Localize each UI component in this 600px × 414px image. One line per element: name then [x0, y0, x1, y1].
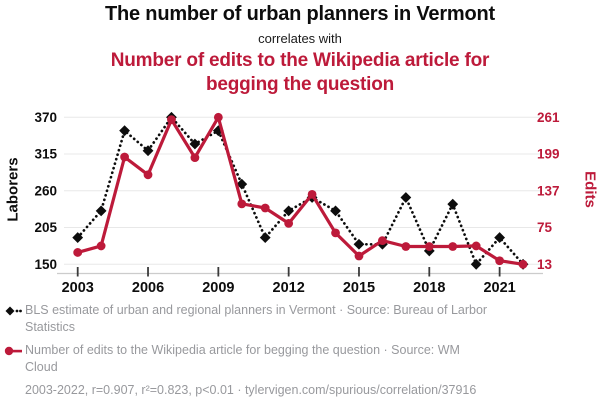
- svg-text:2009: 2009: [202, 280, 234, 296]
- legend: BLS estimate of urban and regional plann…: [4, 302, 584, 382]
- svg-text:2003: 2003: [62, 280, 94, 296]
- svg-text:150: 150: [34, 257, 57, 272]
- svg-text:13: 13: [537, 257, 553, 272]
- left-axis-title: Laborers: [4, 157, 22, 222]
- svg-text:75: 75: [537, 220, 553, 235]
- stats-footnote: 2003-2022, r=0.907, r²=0.823, p<0.01 · t…: [25, 383, 477, 397]
- svg-text:2012: 2012: [273, 280, 305, 296]
- red-circle-solid-icon: [4, 346, 22, 356]
- svg-text:137: 137: [537, 183, 560, 198]
- svg-text:2021: 2021: [483, 280, 515, 296]
- svg-text:2015: 2015: [343, 280, 375, 296]
- svg-text:2018: 2018: [413, 280, 445, 296]
- legend-entry-planners: BLS estimate of urban and regional plann…: [4, 302, 584, 335]
- svg-text:370: 370: [34, 110, 57, 125]
- black-diamond-dotted-icon: [5, 306, 22, 316]
- gridlines: [64, 116, 541, 265]
- legend-label-edits: Number of edits to the Wikipedia article…: [25, 343, 460, 374]
- svg-text:261: 261: [537, 110, 560, 125]
- series-edits: [73, 112, 528, 269]
- right-axis-ticks: 13 75 137 199 261: [537, 110, 560, 272]
- svg-text:260: 260: [34, 183, 57, 198]
- page-title: The number of urban planners in Vermont: [104, 3, 496, 25]
- right-axis-title: Edits: [581, 171, 599, 208]
- secondary-title: Number of edits to the Wikipedia article…: [110, 50, 490, 95]
- svg-text:205: 205: [34, 220, 57, 235]
- legend-label-planners: BLS estimate of urban and regional plann…: [25, 303, 488, 334]
- legend-entry-edits: Number of edits to the Wikipedia article…: [4, 342, 584, 375]
- correlates-with-text: correlates with: [258, 31, 342, 46]
- svg-text:315: 315: [34, 147, 57, 162]
- svg-text:199: 199: [537, 147, 560, 162]
- x-axis: 2003 2006 2009 2012 2015 2018 2021: [57, 267, 543, 296]
- svg-text:2006: 2006: [132, 280, 164, 296]
- left-axis-ticks: 150 205 260 315 370: [34, 110, 57, 272]
